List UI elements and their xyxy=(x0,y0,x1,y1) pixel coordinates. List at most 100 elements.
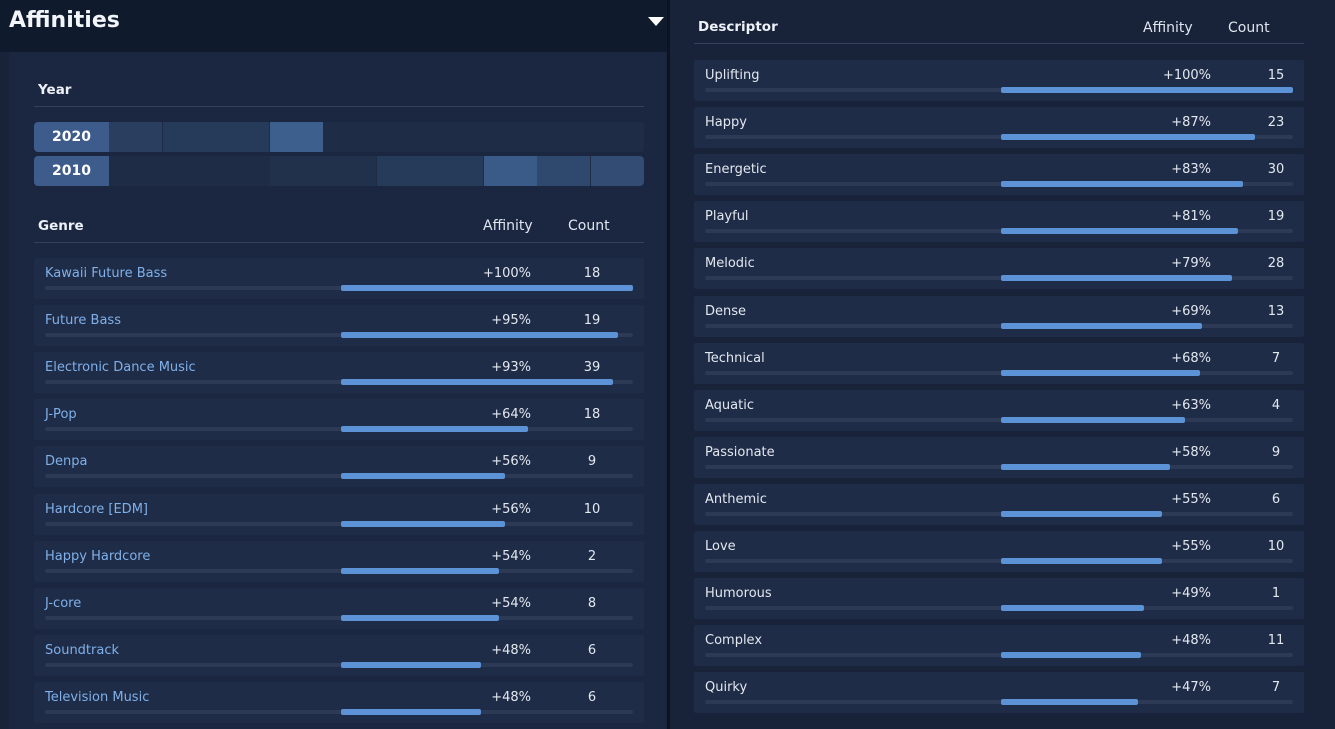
descriptor-name: Complex xyxy=(705,633,763,649)
descriptor-name: Aquatic xyxy=(705,397,754,413)
decade-heat-cell[interactable] xyxy=(591,122,644,152)
genre-row[interactable]: Soundtrack +48% 6 xyxy=(34,634,644,676)
genre-count-value: 6 xyxy=(587,689,597,705)
descriptor-affinity-value: +55% xyxy=(1171,539,1211,554)
genre-row[interactable]: Happy Hardcore +54% 2 xyxy=(34,540,644,582)
decade-heat-cell[interactable] xyxy=(590,156,644,186)
affinity-bar-fill xyxy=(341,285,633,291)
descriptor-count-value: 9 xyxy=(1271,444,1281,460)
genre-row[interactable]: Television Music +48% 6 xyxy=(34,681,644,723)
genre-affinity-value: +56% xyxy=(491,454,531,470)
genre-name[interactable]: Denpa xyxy=(45,454,88,470)
genre-name[interactable]: Kawaii Future Bass xyxy=(45,266,168,281)
genre-row[interactable]: Kawaii Future Bass +100% 18 xyxy=(34,258,644,299)
descriptor-row[interactable]: Quirky +47% 7 xyxy=(694,672,1304,714)
decade-heat-cell[interactable] xyxy=(109,122,162,152)
descriptor-row[interactable]: Playful +81% 19 xyxy=(694,201,1304,243)
decade-heat-cell[interactable] xyxy=(376,156,430,186)
descriptor-affinity-value: +100% xyxy=(1162,68,1211,83)
affinity-bar-track xyxy=(705,88,1293,92)
chevron-down-icon[interactable] xyxy=(648,17,664,26)
affinity-bar-track xyxy=(45,709,633,714)
descriptor-row[interactable]: Love +55% 10 xyxy=(694,531,1304,572)
descriptor-name: Happy xyxy=(705,115,747,131)
decade-heat-cell[interactable] xyxy=(269,156,323,186)
descriptor-row[interactable]: Passionate +58% 9 xyxy=(694,436,1304,478)
year-row-2010[interactable]: 2010 xyxy=(34,156,644,186)
genre-count-value: 2 xyxy=(587,548,597,564)
affinity-bar-track xyxy=(705,182,1293,187)
affinities-left-panel: Affinities Year 2020 2010 Genre Affinity… xyxy=(0,0,667,729)
decade-heat-cell[interactable] xyxy=(216,156,269,186)
year-divider xyxy=(34,106,644,107)
genre-name[interactable]: J-Pop xyxy=(45,407,77,423)
descriptor-count-header[interactable]: Count xyxy=(1228,20,1270,36)
genre-row[interactable]: Electronic Dance Music +93% 39 xyxy=(34,352,644,394)
genre-name[interactable]: Future Bass xyxy=(45,313,121,329)
affinity-bar-track xyxy=(45,568,633,573)
genre-affinity-value: +93% xyxy=(491,360,531,376)
genre-row[interactable]: Future Bass +95% 19 xyxy=(34,305,644,347)
affinity-bar-track xyxy=(45,380,633,385)
genre-name[interactable]: J-core xyxy=(45,595,82,611)
affinity-bar-fill xyxy=(341,379,613,386)
year-label: 2020 xyxy=(34,122,109,152)
affinity-bar-track xyxy=(705,229,1293,234)
descriptor-name: Dense xyxy=(705,303,747,319)
decade-heat-cell[interactable] xyxy=(269,122,323,152)
descriptor-row[interactable]: Aquatic +63% 4 xyxy=(694,389,1304,431)
decade-heat-cell[interactable] xyxy=(109,156,162,186)
decade-heat-cell[interactable] xyxy=(537,156,590,186)
genre-name[interactable]: Television Music xyxy=(45,689,150,705)
decade-heat-cell[interactable] xyxy=(377,122,430,152)
genre-row[interactable]: Hardcore [EDM] +56% 10 xyxy=(34,493,644,535)
affinity-bar-track xyxy=(705,276,1293,281)
affinity-bar-fill xyxy=(341,661,481,668)
descriptor-row[interactable]: Energetic +83% 30 xyxy=(694,154,1304,196)
descriptor-row[interactable]: Humorous +49% 1 xyxy=(694,578,1304,620)
genre-count-value: 19 xyxy=(583,313,601,329)
decade-heat-cell[interactable] xyxy=(484,122,537,152)
panel-divider xyxy=(667,0,670,729)
decade-heat-cell[interactable] xyxy=(537,122,590,152)
genre-name[interactable]: Hardcore [EDM] xyxy=(45,501,148,517)
decade-heat-cell[interactable] xyxy=(430,122,483,152)
genre-row[interactable]: Denpa +56% 9 xyxy=(34,446,644,488)
decade-heat-cell[interactable] xyxy=(483,156,537,186)
genre-affinity-value: +48% xyxy=(491,689,531,705)
descriptor-row[interactable]: Dense +69% 13 xyxy=(694,295,1304,337)
affinity-bar-track xyxy=(45,474,633,479)
year-row-2020[interactable]: 2020 xyxy=(34,122,644,152)
decade-heat-cell[interactable] xyxy=(162,122,216,152)
affinities-right-panel: Descriptor Affinity Count Uplifting +100%… xyxy=(670,0,1335,729)
affinity-bar-fill xyxy=(341,520,505,527)
genre-name[interactable]: Electronic Dance Music xyxy=(45,360,196,376)
genre-name[interactable]: Soundtrack xyxy=(45,642,120,658)
decade-heat-cell[interactable] xyxy=(216,122,269,152)
decade-heat-cell[interactable] xyxy=(430,156,483,186)
descriptor-row[interactable]: Technical +68% 7 xyxy=(694,342,1304,384)
genre-count-header[interactable]: Count xyxy=(568,218,610,234)
decade-heat-cell[interactable] xyxy=(323,156,376,186)
affinity-bar-fill xyxy=(1001,369,1200,376)
genre-affinity-value: +54% xyxy=(491,548,531,564)
affinity-bar-fill xyxy=(1001,134,1255,141)
descriptor-name: Technical xyxy=(705,350,765,366)
genre-count-value: 10 xyxy=(583,501,601,517)
descriptor-name: Melodic xyxy=(705,256,755,272)
descriptor-row[interactable]: Uplifting +100% 15 xyxy=(694,60,1304,101)
affinity-bar-fill xyxy=(1001,181,1243,188)
descriptor-row[interactable]: Melodic +79% 28 xyxy=(694,248,1304,290)
descriptor-row[interactable]: Happy +87% 23 xyxy=(694,107,1304,149)
descriptor-affinity-value: +79% xyxy=(1171,256,1211,272)
affinity-bar-track xyxy=(705,464,1293,469)
descriptor-row[interactable]: Anthemic +55% 6 xyxy=(694,483,1304,525)
decade-heat-cell[interactable] xyxy=(163,156,216,186)
descriptor-affinity-header[interactable]: Affinity xyxy=(1143,20,1193,36)
genre-name[interactable]: Happy Hardcore xyxy=(45,548,151,564)
decade-heat-cell[interactable] xyxy=(323,122,376,152)
genre-row[interactable]: J-Pop +64% 18 xyxy=(34,399,644,441)
descriptor-row[interactable]: Complex +48% 11 xyxy=(694,625,1304,667)
genre-row[interactable]: J-core +54% 8 xyxy=(34,587,644,629)
genre-affinity-header[interactable]: Affinity xyxy=(483,218,533,234)
